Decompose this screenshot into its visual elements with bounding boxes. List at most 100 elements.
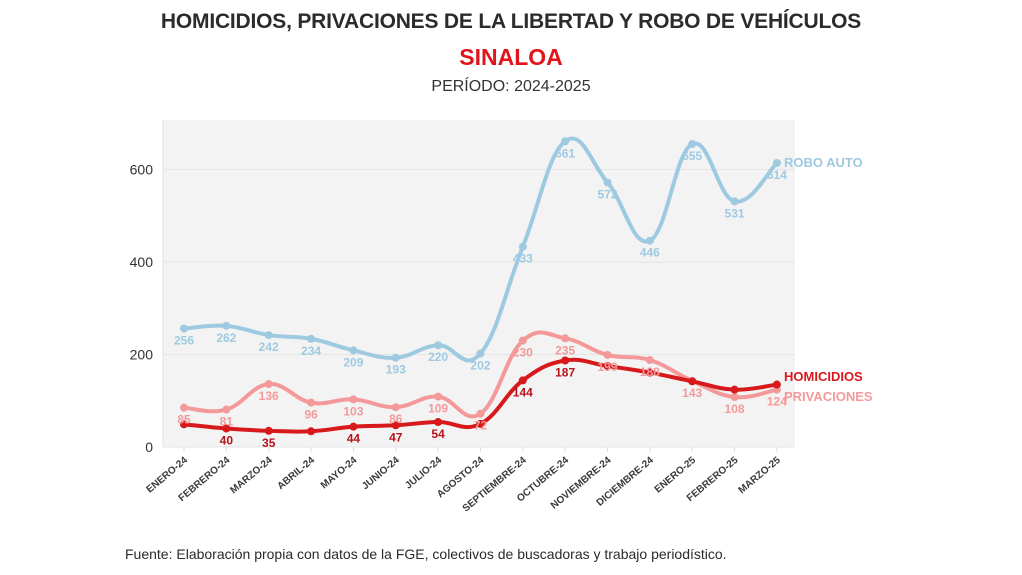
data-label-homicidios: 40	[220, 433, 234, 447]
data-label-homicidios: 187	[555, 366, 575, 380]
data-point-privaciones	[434, 392, 443, 401]
chart-title: HOMICIDIOS, PRIVACIONES DE LA LIBERTAD Y…	[160, 10, 862, 33]
data-label-robo-auto: 433	[513, 252, 533, 266]
data-label-homicidios: 35	[262, 436, 276, 450]
legend-label-homicidios: HOMICIDIOS	[784, 369, 863, 384]
data-label-privaciones: 199	[597, 360, 617, 374]
data-point-homicidios	[688, 377, 697, 386]
data-point-homicidios	[772, 380, 781, 389]
data-point-homicidios	[518, 376, 527, 385]
data-point-robo-auto	[772, 159, 781, 168]
gridlines	[162, 120, 795, 448]
x-tick-label: JUNIO-24	[360, 455, 402, 493]
data-label-robo-auto: 614	[767, 168, 787, 182]
data-point-homicidios	[222, 424, 231, 433]
data-label-robo-auto: 655	[682, 149, 702, 163]
data-point-robo-auto	[518, 242, 527, 251]
data-label-privaciones: 103	[343, 404, 363, 418]
source-note: Fuente: Elaboración propia con datos de …	[125, 546, 727, 562]
data-label-robo-auto: 220	[428, 350, 448, 364]
data-point-robo-auto	[222, 321, 231, 330]
data-label-privaciones: 124	[767, 395, 787, 409]
legend-label-privaciones: PRIVACIONES	[784, 389, 873, 404]
data-label-robo-auto: 446	[640, 246, 660, 260]
y-axis-ticks: 0 200 400 600	[130, 161, 154, 455]
data-label-homicidios: 144	[513, 385, 533, 399]
data-point-homicidios	[476, 419, 485, 428]
y-tick-label: 200	[130, 346, 154, 362]
y-tick-label: 600	[130, 161, 154, 177]
data-point-homicidios	[561, 356, 570, 365]
data-point-homicidios	[349, 422, 358, 431]
x-tick-label: JULIO-24	[403, 455, 444, 492]
series-lines	[180, 136, 781, 436]
data-point-privaciones	[349, 395, 358, 404]
data-label-homicidios: 47	[389, 430, 403, 444]
data-point-homicidios	[603, 362, 612, 371]
data-point-robo-auto	[645, 236, 654, 245]
data-point-robo-auto	[688, 140, 697, 149]
data-point-robo-auto	[307, 334, 316, 343]
data-point-privaciones	[561, 334, 570, 343]
data-label-robo-auto: 661	[555, 146, 575, 160]
data-label-robo-auto: 531	[725, 206, 745, 220]
x-tick-label: MARZO-24	[228, 455, 275, 497]
data-point-privaciones	[518, 336, 527, 345]
data-point-privaciones	[264, 380, 273, 389]
data-label-robo-auto: 256	[174, 334, 194, 348]
data-label-privaciones: 85	[177, 413, 191, 427]
chart-period: PERÍODO: 2024-2025	[431, 78, 591, 95]
data-label-privaciones: 81	[220, 415, 234, 429]
data-point-homicidios	[391, 421, 400, 430]
y-tick-label: 0	[145, 439, 153, 455]
data-label-privaciones: 235	[555, 343, 575, 357]
data-label-robo-auto: 262	[216, 331, 236, 345]
data-point-privaciones	[391, 403, 400, 412]
legend-label-robo-auto: ROBO AUTO	[784, 155, 863, 170]
data-point-robo-auto	[349, 346, 358, 355]
data-point-privaciones	[476, 409, 485, 418]
data-label-robo-auto: 234	[301, 344, 321, 358]
data-label-robo-auto: 572	[597, 187, 617, 201]
data-point-robo-auto	[434, 341, 443, 350]
data-label-privaciones: 143	[682, 386, 702, 400]
data-label-robo-auto: 242	[259, 340, 279, 354]
data-point-privaciones	[645, 356, 654, 365]
data-point-robo-auto	[476, 349, 485, 358]
data-point-privaciones	[603, 350, 612, 359]
data-label-privaciones: 96	[304, 408, 318, 422]
data-label-privaciones: 188	[640, 365, 660, 379]
data-label-privaciones: 108	[725, 402, 745, 416]
data-point-privaciones	[180, 403, 188, 412]
x-tick-label: MARZO-25	[737, 455, 784, 497]
data-label-homicidios: 44	[347, 432, 361, 446]
data-point-robo-auto	[561, 137, 570, 146]
legend: ROBO AUTO PRIVACIONES HOMICIDIOS	[784, 155, 873, 404]
data-label-privaciones: 136	[259, 389, 279, 403]
data-point-homicidios	[434, 418, 443, 427]
data-label-privaciones: 230	[513, 346, 533, 360]
data-label-robo-auto: 202	[470, 359, 490, 373]
data-label-robo-auto: 193	[386, 363, 406, 377]
chart-subtitle: SINALOA	[459, 44, 563, 70]
data-point-privaciones	[222, 405, 231, 414]
data-point-homicidios	[264, 426, 273, 435]
data-point-homicidios	[307, 427, 316, 436]
data-point-robo-auto	[730, 197, 739, 206]
data-point-robo-auto	[264, 331, 273, 340]
data-point-homicidios	[730, 385, 739, 394]
data-point-homicidios	[645, 368, 654, 377]
data-label-privaciones: 109	[428, 402, 448, 416]
data-label-privaciones: 86	[389, 412, 403, 426]
data-point-privaciones	[307, 398, 316, 407]
x-tick-label: ABRIL-24	[275, 455, 317, 493]
data-point-robo-auto	[603, 178, 612, 187]
data-point-privaciones	[730, 393, 739, 402]
data-label-homicidios: 54	[431, 427, 445, 441]
x-tick-label: MAYO-24	[319, 455, 360, 492]
plot-background	[163, 120, 795, 447]
data-label-privaciones: 72	[474, 419, 488, 433]
data-point-robo-auto	[391, 353, 400, 362]
